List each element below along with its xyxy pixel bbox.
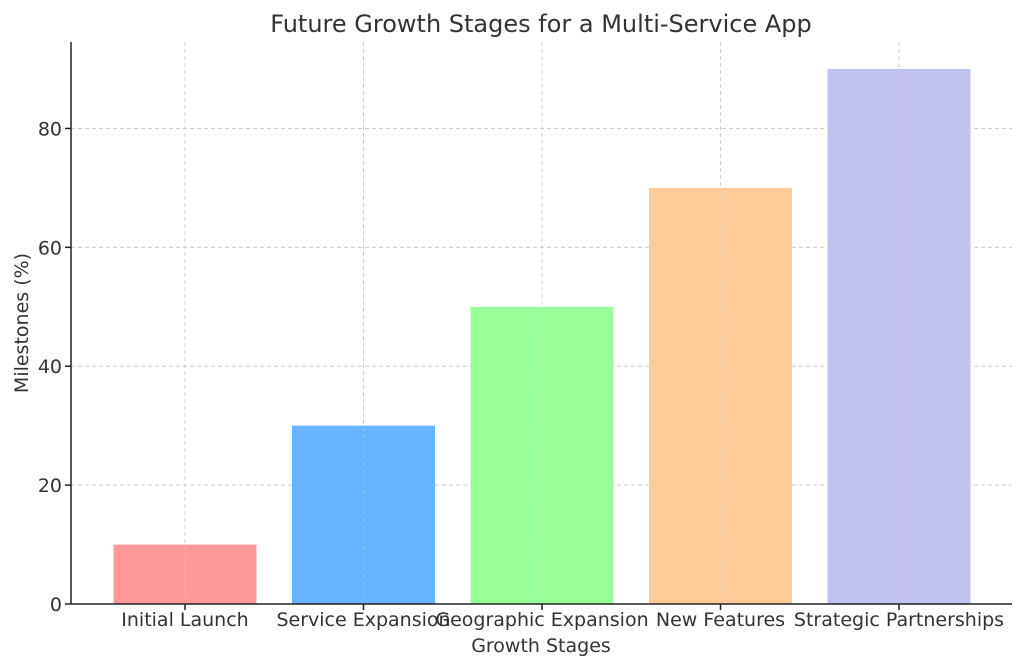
x-tick-label: Geographic Expansion (435, 609, 648, 631)
x-tick-label: Strategic Partnerships (794, 609, 1004, 631)
chart-title: Future Growth Stages for a Multi-Service… (270, 10, 812, 38)
x-ticks: Initial Launch Service ExpansionGeographi… (121, 604, 1004, 631)
y-tick-label: 80 (38, 118, 62, 140)
y-tick-label: 60 (38, 237, 62, 259)
y-tick-label: 0 (50, 594, 62, 616)
y-axis-label: Milestones (%) (11, 253, 33, 393)
x-axis-label: Growth Stages (471, 635, 611, 657)
x-tick-label: Service Expansion (276, 609, 450, 631)
y-tick-label: 20 (38, 475, 62, 497)
y-ticks: 0 20 40 60 80 (38, 118, 71, 616)
bars (113, 42, 971, 604)
x-tick-label: New Features (656, 609, 785, 631)
y-tick-label: 40 (38, 356, 62, 378)
x-tick-label: Initial Launch (121, 609, 248, 631)
